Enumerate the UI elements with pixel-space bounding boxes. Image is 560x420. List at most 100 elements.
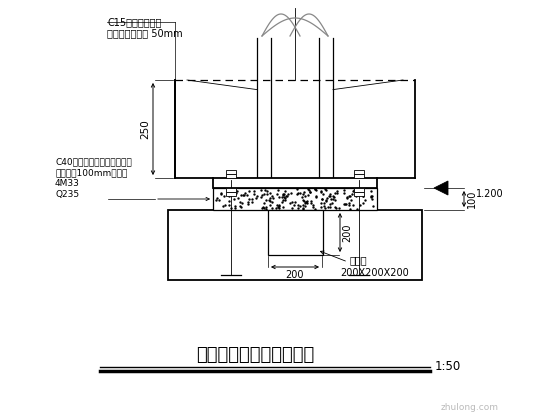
Point — [281, 193, 290, 199]
Point — [312, 194, 321, 201]
Point — [326, 196, 335, 203]
Point — [304, 191, 312, 198]
Point — [307, 200, 316, 207]
Point — [316, 203, 325, 210]
Point — [231, 202, 240, 209]
Point — [232, 190, 241, 197]
Point — [268, 193, 277, 199]
Point — [300, 197, 309, 204]
Point — [274, 204, 283, 211]
Point — [280, 188, 289, 194]
Point — [238, 200, 247, 207]
Text: C15素混凝土包裹: C15素混凝土包裹 — [107, 17, 161, 27]
Point — [346, 205, 354, 212]
Bar — [168, 210, 422, 280]
Point — [321, 197, 330, 203]
Point — [260, 205, 269, 212]
Point — [228, 186, 237, 192]
Point — [213, 195, 222, 202]
Point — [227, 191, 236, 198]
Point — [298, 194, 307, 201]
Point — [274, 194, 283, 201]
Point — [279, 190, 288, 197]
Point — [279, 194, 288, 200]
Point — [298, 202, 307, 209]
Point — [306, 198, 315, 205]
Point — [286, 200, 295, 206]
Point — [327, 199, 336, 206]
Text: 200: 200 — [342, 223, 352, 242]
Point — [248, 196, 256, 202]
Point — [265, 189, 274, 196]
Text: C40无收缩细石混凝土找平层: C40无收缩细石混凝土找平层 — [55, 158, 132, 166]
Point — [272, 190, 281, 197]
Point — [231, 205, 240, 211]
Point — [225, 190, 234, 197]
Point — [244, 199, 253, 205]
Point — [293, 202, 302, 208]
Point — [281, 197, 290, 204]
Point — [317, 195, 326, 202]
Point — [221, 202, 230, 208]
Point — [366, 188, 375, 194]
Point — [310, 186, 319, 192]
Text: 100: 100 — [467, 190, 477, 208]
Point — [359, 199, 368, 206]
Point — [324, 203, 333, 210]
Point — [229, 192, 238, 198]
Point — [335, 205, 344, 212]
Point — [326, 193, 335, 199]
Point — [278, 190, 287, 197]
Point — [369, 203, 378, 210]
Text: 找平层厚100mm，后浇: 找平层厚100mm，后浇 — [55, 168, 127, 178]
Point — [300, 192, 309, 199]
Point — [274, 202, 283, 209]
Point — [358, 193, 367, 199]
Point — [330, 190, 339, 197]
Point — [352, 187, 361, 194]
Point — [258, 204, 267, 211]
Bar — [226, 174, 236, 178]
Point — [321, 198, 330, 205]
Bar — [354, 188, 364, 192]
Point — [299, 197, 308, 203]
Point — [326, 204, 335, 211]
Point — [352, 193, 361, 199]
Point — [240, 189, 249, 196]
Bar — [226, 170, 236, 174]
Point — [332, 188, 341, 194]
Point — [340, 200, 349, 207]
Point — [283, 193, 292, 200]
Point — [339, 186, 348, 193]
Point — [309, 202, 318, 208]
Bar — [213, 178, 377, 188]
Point — [301, 203, 310, 210]
Point — [212, 197, 221, 203]
Point — [367, 194, 376, 200]
Point — [279, 204, 288, 210]
Point — [257, 194, 266, 201]
Point — [312, 193, 321, 199]
Point — [291, 198, 300, 205]
Point — [341, 201, 350, 207]
Point — [304, 186, 312, 192]
Point — [219, 192, 228, 199]
Point — [278, 197, 287, 204]
Point — [268, 205, 277, 212]
Point — [226, 205, 235, 211]
Point — [258, 204, 267, 210]
Point — [272, 205, 281, 211]
Point — [348, 202, 357, 209]
Point — [216, 191, 225, 198]
Point — [358, 192, 367, 199]
Point — [287, 199, 296, 205]
Point — [305, 189, 314, 196]
Bar — [226, 188, 236, 192]
Point — [316, 189, 325, 195]
Point — [214, 196, 223, 203]
Point — [330, 204, 339, 210]
Point — [323, 194, 332, 201]
Point — [321, 186, 330, 193]
Text: 1.200: 1.200 — [476, 189, 503, 199]
Point — [256, 187, 265, 194]
